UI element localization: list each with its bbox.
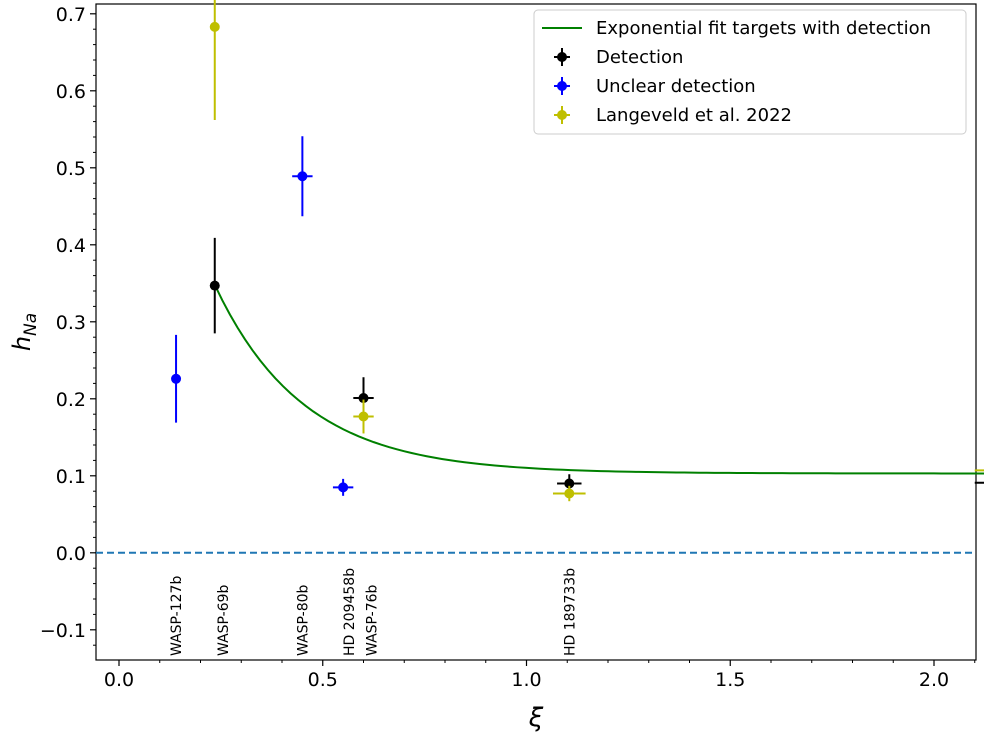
marker — [358, 411, 369, 422]
y-tick-label: 0.4 — [56, 235, 86, 257]
y-tick-label: 0.3 — [56, 312, 86, 334]
y-axis-label: hNa — [8, 313, 41, 351]
marker — [564, 488, 575, 499]
planet-label: HD 189733b — [562, 568, 578, 656]
legend-label: Langeveld et al. 2022 — [596, 105, 792, 126]
legend: Exponential fit targets with detection De… — [533, 9, 967, 135]
y-tick-label: 0.2 — [56, 389, 86, 411]
y-tick-label: 0.1 — [56, 466, 86, 488]
planet-label: WASP-76b — [365, 584, 381, 656]
data-point — [332, 478, 354, 496]
data-point — [209, 0, 220, 121]
y-axis-label-main: h — [8, 336, 36, 351]
series-detection — [209, 237, 984, 493]
y-tick-label: 0.5 — [56, 158, 86, 180]
x-tick-label: 1.0 — [511, 669, 541, 691]
marker — [297, 171, 308, 182]
legend-marker-swatch — [557, 110, 567, 120]
y-axis-label-sub: Na — [21, 313, 41, 336]
planet-label: WASP-127b — [169, 576, 185, 656]
y-tick-label: 0.0 — [56, 543, 86, 565]
y-tick-label: 0.6 — [56, 81, 86, 103]
y-tick-label: −0.1 — [40, 620, 86, 642]
legend-marker-swatch — [557, 52, 567, 62]
planet-label: HD 209458b — [342, 568, 358, 656]
fit-curve — [213, 284, 984, 475]
x-tick-label: 0.5 — [308, 669, 338, 691]
points-layer — [171, 0, 984, 502]
planet-label: WASP-69b — [216, 584, 232, 656]
legend-box — [533, 9, 967, 135]
planet-labels-layer: WASP-127b WASP-69b WASP-80b HD 209458b WASP-… — [169, 568, 578, 656]
data-point — [353, 399, 374, 434]
series-langeveld — [209, 0, 984, 502]
marker — [564, 478, 575, 489]
marker — [358, 393, 369, 404]
marker — [171, 373, 182, 384]
x-axis-label: ξ — [528, 703, 544, 733]
data-point — [292, 136, 313, 217]
data-point — [171, 334, 182, 423]
data-point — [209, 237, 220, 334]
x-tick-label: 2.0 — [919, 669, 949, 691]
legend-marker-swatch — [557, 81, 567, 91]
marker — [338, 482, 349, 493]
x-tick-label: 0.0 — [104, 669, 134, 691]
planet-label: WASP-80b — [295, 584, 311, 656]
legend-label: Unclear detection — [596, 76, 756, 97]
x-tick-label: 1.5 — [715, 669, 745, 691]
series-unclear — [171, 136, 354, 496]
marker — [209, 280, 220, 291]
data-point — [552, 485, 586, 502]
ticks-layer: 0.00.51.01.52.02.53.03.54.0−0.10.00.10.2… — [40, 4, 976, 691]
marker — [209, 21, 220, 32]
legend-label: Detection — [596, 47, 683, 68]
y-tick-label: 0.7 — [56, 4, 86, 26]
plot-frame — [95, 3, 977, 661]
legend-label: Exponential fit targets with detection — [596, 18, 931, 39]
fit-layer — [213, 284, 984, 475]
